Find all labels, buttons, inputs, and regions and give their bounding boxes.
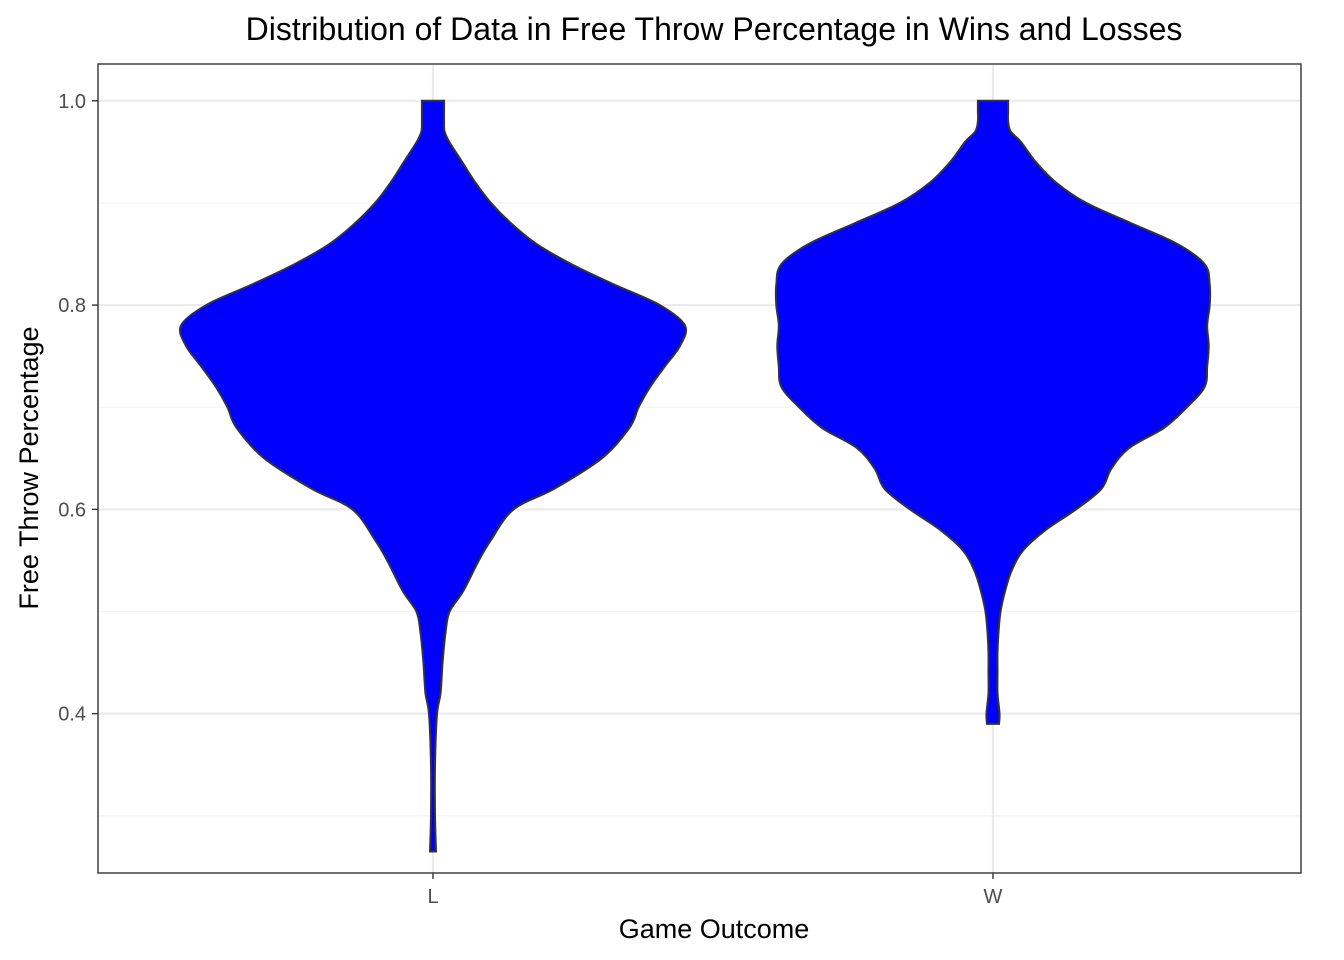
- axes: 0.4 0.6 0.8 1.0 L W: [58, 91, 1002, 908]
- violins: [178, 99, 1212, 853]
- plot-panel-border: [97, 63, 1302, 874]
- y-tick-label-1: 0.6: [58, 499, 86, 521]
- violin-W: [774, 99, 1212, 725]
- y-tick-label-3: 1.0: [58, 91, 86, 113]
- x-tick-label-W: W: [984, 886, 1003, 908]
- x-axis-title: Game Outcome: [619, 914, 810, 944]
- y-tick-label-0: 0.4: [58, 704, 86, 726]
- violin-L: [178, 99, 688, 853]
- y-axis-title: Free Throw Percentage: [14, 326, 44, 609]
- chart-title: Distribution of Data in Free Throw Perce…: [246, 11, 1183, 47]
- x-tick-label-L: L: [427, 886, 438, 908]
- y-tick-label-2: 0.8: [58, 295, 86, 317]
